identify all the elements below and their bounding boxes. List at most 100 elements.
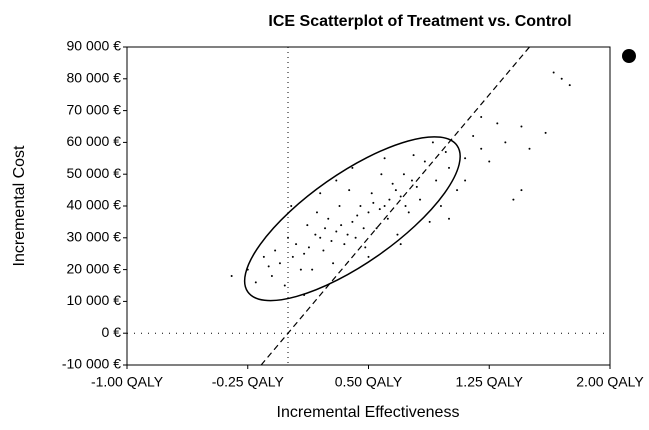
point — [299, 268, 302, 271]
point — [362, 227, 365, 230]
point — [488, 160, 491, 163]
point — [315, 211, 318, 214]
point — [267, 265, 270, 268]
point — [383, 205, 386, 207]
point — [444, 150, 447, 153]
point — [552, 71, 555, 74]
point — [419, 198, 422, 201]
y-tick-label: 80 000 € — [67, 70, 122, 86]
y-tick-label: -10 000 € — [62, 356, 121, 372]
point — [354, 236, 357, 239]
x-tick-label: 0.50 QALY — [335, 374, 403, 390]
point — [319, 192, 322, 195]
point — [520, 189, 523, 192]
point — [435, 179, 438, 182]
point — [338, 205, 341, 207]
x-axis-label: Incremental Effectiveness — [277, 404, 460, 421]
point — [415, 185, 418, 188]
point — [291, 255, 294, 258]
point — [327, 217, 330, 220]
point — [340, 224, 343, 227]
point — [274, 249, 277, 252]
point — [439, 205, 442, 207]
point — [496, 122, 499, 125]
point — [448, 217, 450, 220]
y-tick-label: 0 € — [102, 324, 122, 340]
point — [568, 84, 571, 87]
point — [480, 147, 483, 150]
point — [428, 220, 431, 223]
point — [504, 141, 507, 144]
y-tick-label: 50 000 € — [67, 165, 122, 181]
point — [278, 262, 281, 265]
marker-icon — [622, 49, 636, 63]
y-tick-label: 60 000 € — [67, 133, 122, 149]
point — [544, 131, 547, 134]
point — [303, 252, 306, 255]
y-tick-label: 70 000 € — [67, 101, 122, 117]
point — [367, 255, 370, 258]
point — [391, 182, 394, 185]
point — [520, 125, 523, 128]
point — [343, 243, 346, 246]
point — [335, 230, 338, 233]
point — [351, 166, 354, 169]
point — [386, 217, 389, 220]
point — [464, 179, 467, 182]
point — [332, 262, 335, 265]
y-tick-label: 20 000 € — [67, 260, 122, 276]
point — [394, 189, 397, 192]
point — [319, 236, 322, 239]
point — [380, 173, 383, 176]
point — [456, 189, 459, 192]
confidence-ellipse — [243, 136, 461, 302]
point — [472, 135, 475, 138]
point — [431, 141, 434, 144]
point — [378, 208, 381, 211]
y-axis-label: Incremental Cost — [11, 145, 28, 266]
point — [423, 160, 426, 163]
point — [402, 173, 405, 176]
point — [375, 227, 378, 230]
point — [356, 214, 359, 217]
point — [464, 157, 467, 160]
point — [480, 115, 483, 118]
y-tick-label: 40 000 € — [67, 197, 122, 213]
y-tick-label: 10 000 € — [67, 292, 122, 308]
point — [270, 274, 273, 277]
point — [290, 205, 293, 207]
point — [383, 157, 386, 160]
point — [528, 147, 531, 150]
point — [412, 154, 415, 157]
x-tick-label: 2.00 QALY — [576, 374, 644, 390]
point — [324, 227, 327, 230]
point — [359, 205, 362, 207]
point — [410, 179, 413, 182]
point — [314, 233, 317, 236]
point — [372, 201, 375, 204]
point — [335, 179, 338, 182]
point — [348, 189, 351, 192]
point — [351, 220, 354, 223]
point — [230, 274, 233, 277]
point — [370, 192, 373, 195]
point — [283, 284, 286, 287]
point — [407, 211, 410, 214]
point — [307, 246, 310, 249]
x-tick-label: -1.00 QALY — [91, 374, 164, 390]
point — [448, 166, 450, 169]
y-tick-label: 90 000 € — [67, 38, 122, 54]
point — [311, 268, 314, 271]
point — [306, 224, 309, 227]
x-tick-label: -0.25 QALY — [212, 374, 285, 390]
point — [262, 255, 265, 258]
point — [560, 77, 563, 80]
point — [404, 205, 407, 207]
point — [367, 211, 370, 214]
point — [295, 243, 298, 246]
x-tick-label: 1.25 QALY — [456, 374, 524, 390]
chart-title: ICE Scatterplot of Treatment vs. Control — [268, 13, 571, 30]
point — [396, 233, 399, 236]
